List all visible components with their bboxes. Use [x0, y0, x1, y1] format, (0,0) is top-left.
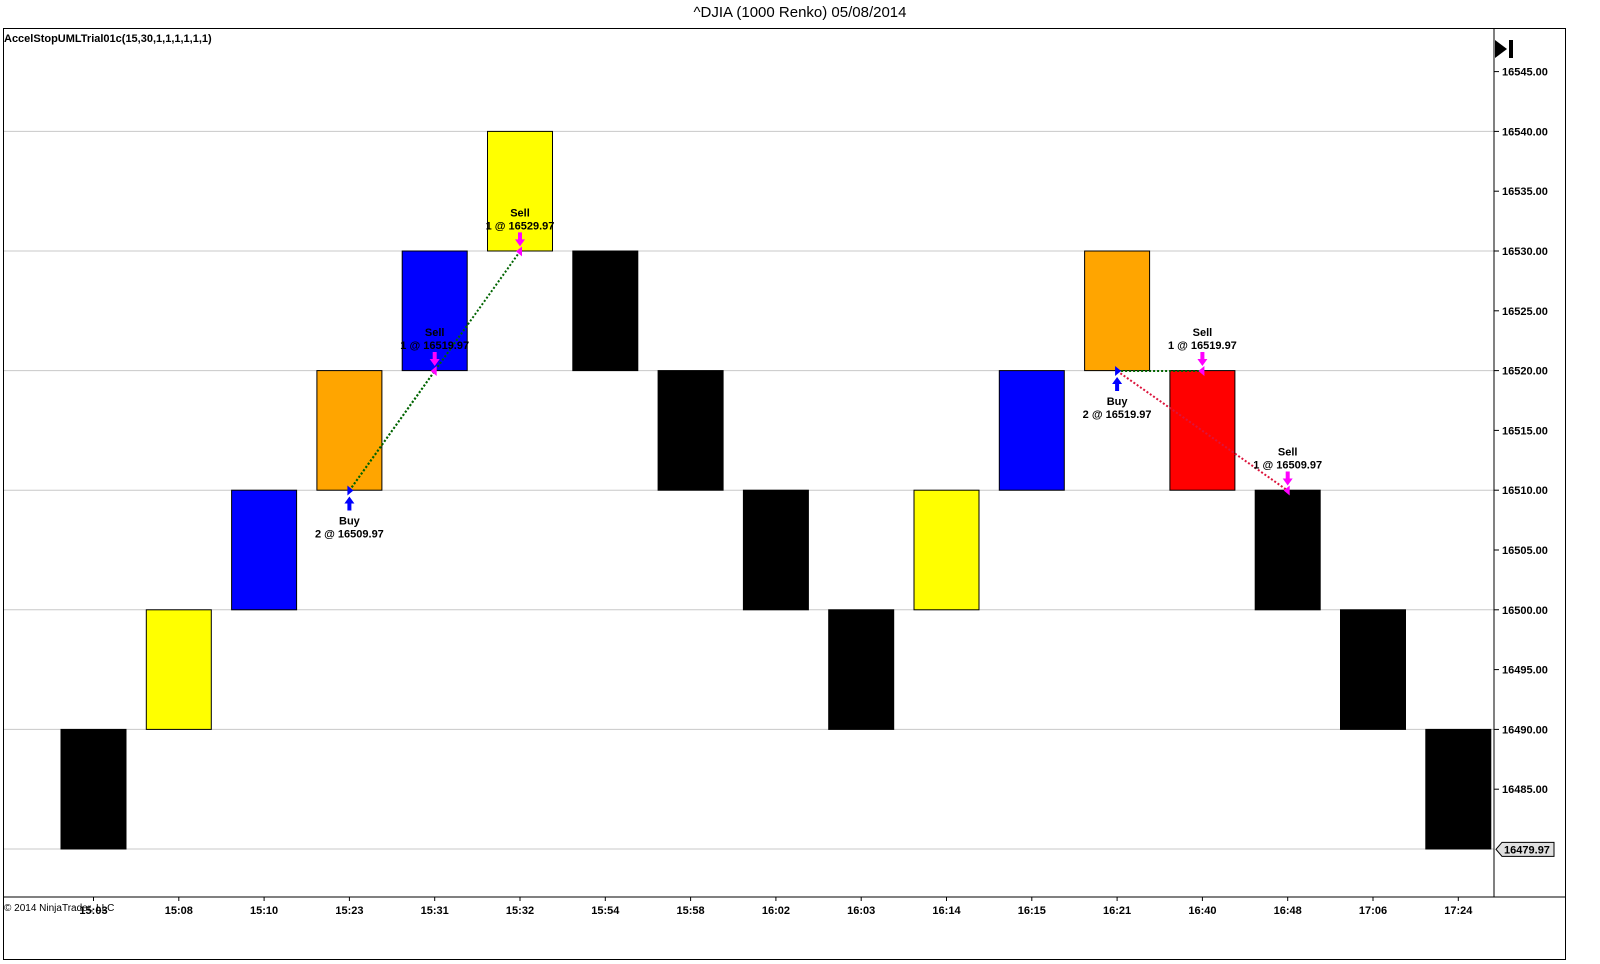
copyright-text: © 2014 NinjaTrader, LLC — [4, 903, 115, 914]
y-tick-label: 16535.00 — [1502, 186, 1548, 198]
y-tick-label: 16490.00 — [1502, 724, 1548, 736]
renko-brick[interactable] — [316, 370, 383, 491]
last-price-label: 16479.97 — [1504, 844, 1550, 856]
sell-label: Sell — [425, 327, 445, 339]
x-tick-label: 15:31 — [421, 905, 449, 917]
renko-brick[interactable] — [572, 250, 639, 372]
renko-brick[interactable] — [1340, 609, 1406, 730]
renko-brick[interactable] — [1169, 370, 1236, 491]
x-tick-label: 15:58 — [677, 905, 705, 917]
y-tick-label: 16540.00 — [1502, 126, 1548, 138]
y-tick-label: 16510.00 — [1502, 485, 1548, 497]
sell-arrow-icon[interactable] — [515, 232, 525, 247]
exit-marker — [1283, 485, 1290, 496]
buy-label: Buy — [1107, 396, 1129, 408]
last-price-badge — [1495, 841, 1555, 857]
trade-line — [1116, 370, 1289, 492]
sell-arrow-icon[interactable] — [1282, 471, 1293, 486]
x-tick-label: 16:02 — [762, 905, 790, 917]
y-tick-label: 16485.00 — [1502, 784, 1548, 796]
exit-marker — [516, 246, 522, 257]
renko-brick[interactable] — [828, 609, 895, 730]
x-tick-label: 15:54 — [591, 905, 620, 917]
sell-price-label: 1 @ 16509.97 — [1253, 460, 1322, 472]
y-tick-label: 16530.00 — [1502, 246, 1548, 258]
exit-marker — [1198, 365, 1205, 376]
entry-marker — [1115, 365, 1122, 376]
y-tick-label: 16500.00 — [1502, 605, 1548, 617]
x-tick-label: 16:40 — [1188, 905, 1216, 917]
strategy-label: AccelStopUMLTrial01c(15,30,1,1,1,1,1,1) — [4, 33, 212, 45]
x-tick-label: 16:21 — [1103, 905, 1131, 917]
renko-brick[interactable] — [1254, 489, 1321, 611]
x-tick-label: 15:23 — [335, 905, 363, 917]
x-tick-label: 16:15 — [1018, 905, 1046, 917]
sell-arrow-icon[interactable] — [429, 351, 440, 366]
x-tick-label: 15:03 — [79, 905, 107, 917]
buy-price-label: 2 @ 16519.97 — [1083, 409, 1152, 421]
chart-title: ^DJIA (1000 Renko) 05/08/2014 — [693, 4, 907, 21]
renko-brick[interactable] — [913, 489, 980, 611]
chart-panel: 16545.00 16540.00 16535.00 16530.00 16525.00… — [3, 28, 1566, 960]
renko-brick[interactable] — [742, 489, 809, 611]
y-tick-label: 16495.00 — [1502, 665, 1548, 677]
sell-price-label: 1 @ 16519.97 — [400, 340, 469, 352]
renko-brick[interactable] — [998, 370, 1065, 491]
buy-arrow-icon[interactable] — [344, 496, 355, 511]
y-tick-label: 16545.00 — [1502, 67, 1548, 79]
renko-brick[interactable] — [1425, 728, 1492, 850]
sell-label: Sell — [1193, 327, 1213, 339]
exit-marker — [430, 365, 437, 376]
x-tick-label: 16:14 — [932, 905, 961, 917]
y-tick-label: 16515.00 — [1502, 425, 1548, 437]
y-tick-label: 16525.00 — [1502, 306, 1548, 318]
x-tick-label: 17:24 — [1444, 905, 1473, 917]
buy-price-label: 2 @ 16509.97 — [315, 529, 384, 541]
x-tick-label: 17:06 — [1359, 905, 1387, 917]
x-tick-label: 15:10 — [250, 905, 278, 917]
x-tick-label: 15:08 — [165, 905, 193, 917]
sell-label: Sell — [510, 207, 530, 219]
skip-to-end-icon[interactable] — [1492, 38, 1518, 60]
trade-line — [348, 250, 521, 492]
x-tick-label: 15:32 — [506, 905, 534, 917]
buy-arrow-icon[interactable] — [1112, 376, 1123, 391]
sell-price-label: 1 @ 16519.97 — [1168, 340, 1237, 352]
renko-brick[interactable] — [657, 370, 724, 491]
y-tick-label: 16505.00 — [1502, 545, 1548, 557]
sell-price-label: 1 @ 16529.97 — [486, 220, 555, 232]
sell-arrow-icon[interactable] — [1197, 351, 1208, 366]
renko-brick[interactable] — [1084, 250, 1151, 372]
y-tick-label: 16520.00 — [1502, 366, 1548, 378]
renko-brick[interactable] — [231, 489, 298, 611]
renko-brick[interactable] — [145, 609, 212, 730]
sell-label: Sell — [1278, 447, 1298, 459]
x-tick-label: 16:03 — [847, 905, 875, 917]
entry-marker — [347, 485, 354, 496]
x-tick-label: 16:48 — [1274, 905, 1302, 917]
renko-chart[interactable]: 16545.00 16540.00 16535.00 16530.00 16525.00… — [4, 29, 1565, 959]
buy-label: Buy — [339, 516, 361, 528]
renko-brick[interactable] — [60, 728, 127, 850]
